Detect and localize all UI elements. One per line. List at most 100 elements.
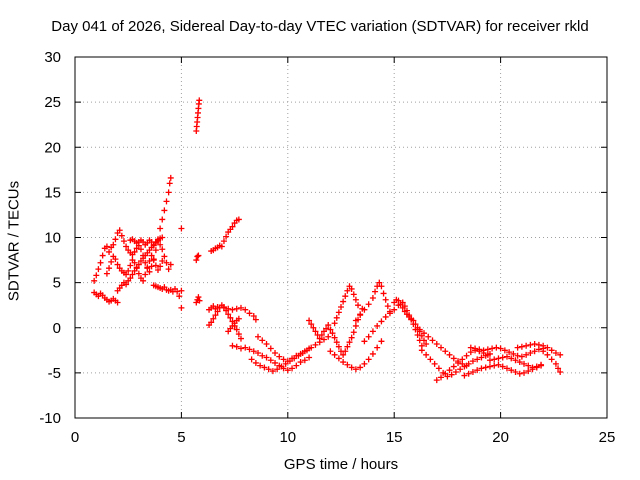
data-point (420, 337, 427, 344)
data-point (525, 362, 532, 369)
data-point (195, 252, 202, 259)
data-point (261, 364, 268, 371)
data-point (116, 227, 123, 234)
data-point (514, 344, 521, 351)
data-point (280, 356, 287, 363)
data-point (267, 357, 274, 364)
data-point (225, 305, 232, 312)
data-point (552, 350, 559, 357)
data-point (193, 299, 200, 306)
data-point (255, 333, 262, 340)
data-point (106, 248, 113, 255)
data-point (412, 321, 419, 328)
data-point (369, 294, 376, 301)
data-point (327, 348, 334, 355)
data-point (195, 294, 202, 301)
data-point (521, 360, 528, 367)
y-tick-label: 15 (44, 184, 61, 201)
data-point (308, 344, 315, 351)
data-point (225, 311, 232, 318)
data-point (123, 271, 130, 278)
data-point (348, 285, 355, 292)
data-point (297, 359, 304, 366)
data-point (159, 257, 166, 264)
y-tick-label: 0 (53, 320, 61, 337)
data-point (178, 225, 185, 232)
data-point (420, 330, 427, 337)
data-point (442, 370, 449, 377)
data-point (340, 351, 347, 358)
data-point (318, 331, 325, 338)
data-point (112, 256, 119, 263)
data-point (335, 309, 342, 316)
data-point (540, 342, 547, 349)
data-point (527, 341, 534, 348)
data-point (365, 333, 372, 340)
data-point (427, 356, 434, 363)
y-tick-label: -5 (48, 365, 61, 382)
data-point (144, 264, 151, 271)
data-point (531, 348, 538, 355)
data-point (223, 233, 230, 240)
data-point (501, 347, 508, 354)
data-point (312, 328, 319, 335)
data-point (455, 359, 462, 366)
data-point (378, 338, 385, 345)
data-point (235, 331, 242, 338)
y-tick-label: -10 (39, 410, 61, 427)
data-point (152, 247, 159, 254)
data-point (246, 310, 253, 317)
data-point (423, 340, 430, 347)
data-point (152, 262, 159, 269)
data-point (357, 364, 364, 371)
data-point (118, 232, 125, 239)
data-point (516, 370, 523, 377)
data-point (486, 357, 493, 364)
data-point (352, 296, 359, 303)
data-point (148, 263, 155, 270)
data-point (552, 360, 559, 367)
data-point (491, 356, 498, 363)
data-point (357, 312, 364, 319)
data-point (438, 374, 445, 381)
data-point (233, 326, 240, 333)
data-point (335, 355, 342, 362)
data-point (167, 174, 174, 181)
data-point (467, 344, 474, 351)
data-point (255, 350, 262, 357)
data-point (531, 340, 538, 347)
data-point (246, 346, 253, 353)
data-point (480, 347, 487, 354)
data-point (380, 290, 387, 297)
data-point (112, 236, 119, 243)
data-point (395, 297, 402, 304)
data-point (352, 366, 359, 373)
data-point (365, 356, 372, 363)
data-point (350, 291, 357, 298)
data-point (469, 368, 476, 375)
data-point (348, 364, 355, 371)
data-point (165, 189, 172, 196)
data-point (446, 367, 453, 374)
data-point (435, 365, 442, 372)
data-point (557, 351, 564, 358)
data-point (142, 259, 149, 266)
data-point (229, 306, 236, 313)
data-point (178, 304, 185, 311)
data-point (135, 270, 142, 277)
grid (75, 57, 607, 418)
data-point (237, 335, 244, 342)
data-point (418, 347, 425, 354)
data-point (510, 350, 517, 357)
data-point (284, 367, 291, 374)
data-point (446, 351, 453, 358)
data-point (272, 350, 279, 357)
axes (74, 56, 608, 419)
data-point (391, 306, 398, 313)
data-point (378, 318, 385, 325)
data-point (233, 305, 240, 312)
data-point (342, 348, 349, 355)
data-point (148, 252, 155, 259)
data-point (127, 275, 134, 282)
